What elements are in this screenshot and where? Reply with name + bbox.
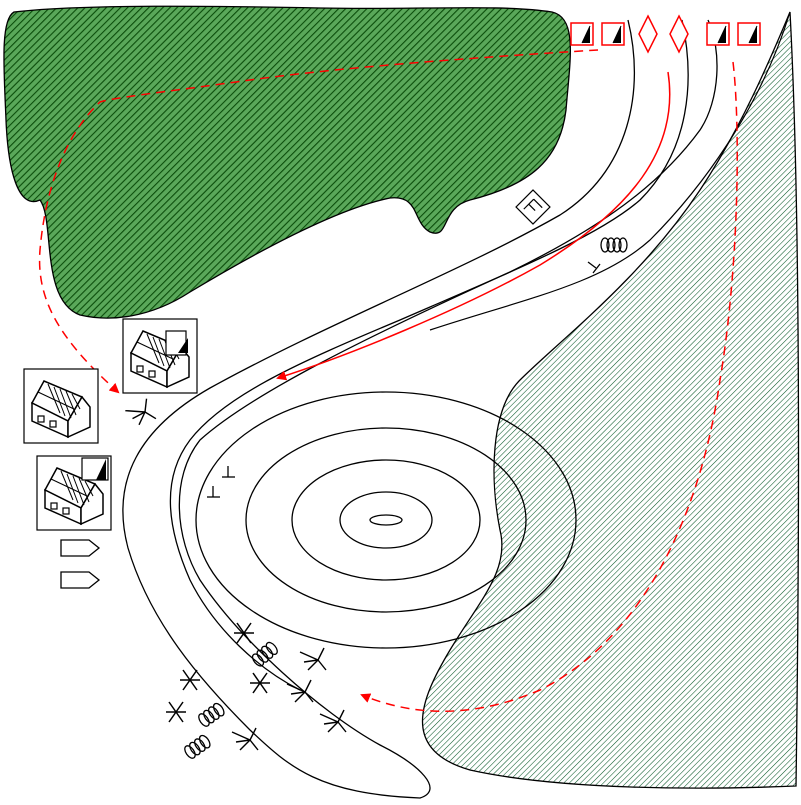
ridge-line [429, 11, 791, 331]
wire-coil-icon [249, 639, 281, 669]
red-unit-square-icon [570, 22, 594, 46]
road-inner-edge [169, 19, 689, 691]
red-unit-square-icon [601, 22, 625, 46]
trench-tick-icon [587, 261, 601, 274]
house-icon [122, 318, 198, 394]
obstacle-x-icon [233, 622, 255, 644]
fork-obstacle-icon [299, 647, 327, 671]
red-diamond-icon [638, 14, 658, 54]
wire-coil-icon [182, 732, 213, 761]
woodland-area [421, 11, 800, 789]
house-icon [23, 368, 99, 444]
fork-obstacle-icon [231, 727, 259, 751]
route-dashed-right [360, 61, 738, 712]
red-unit-square-icon [706, 22, 730, 46]
wire-coil-icon [600, 237, 628, 253]
forest-area [3, 5, 572, 319]
red-diamond-icon [669, 14, 689, 54]
hill-contours [195, 391, 577, 649]
route-dashed-left [38, 49, 599, 394]
arrow-flag-icon [60, 539, 100, 557]
checkpoint-icon [515, 189, 551, 225]
arrow-flag-icon [60, 571, 100, 589]
trench-tick-icon [207, 466, 235, 498]
route-solid-arrow [276, 71, 671, 381]
wire-coil-icon [196, 700, 227, 729]
red-unit-square-icon [737, 22, 761, 46]
fork-obstacle-icon [123, 397, 157, 429]
obstacle-x-icon [249, 672, 271, 694]
fork-obstacle-icon [286, 679, 314, 703]
house-icon [36, 455, 112, 531]
obstacle-x-icon [165, 701, 187, 723]
